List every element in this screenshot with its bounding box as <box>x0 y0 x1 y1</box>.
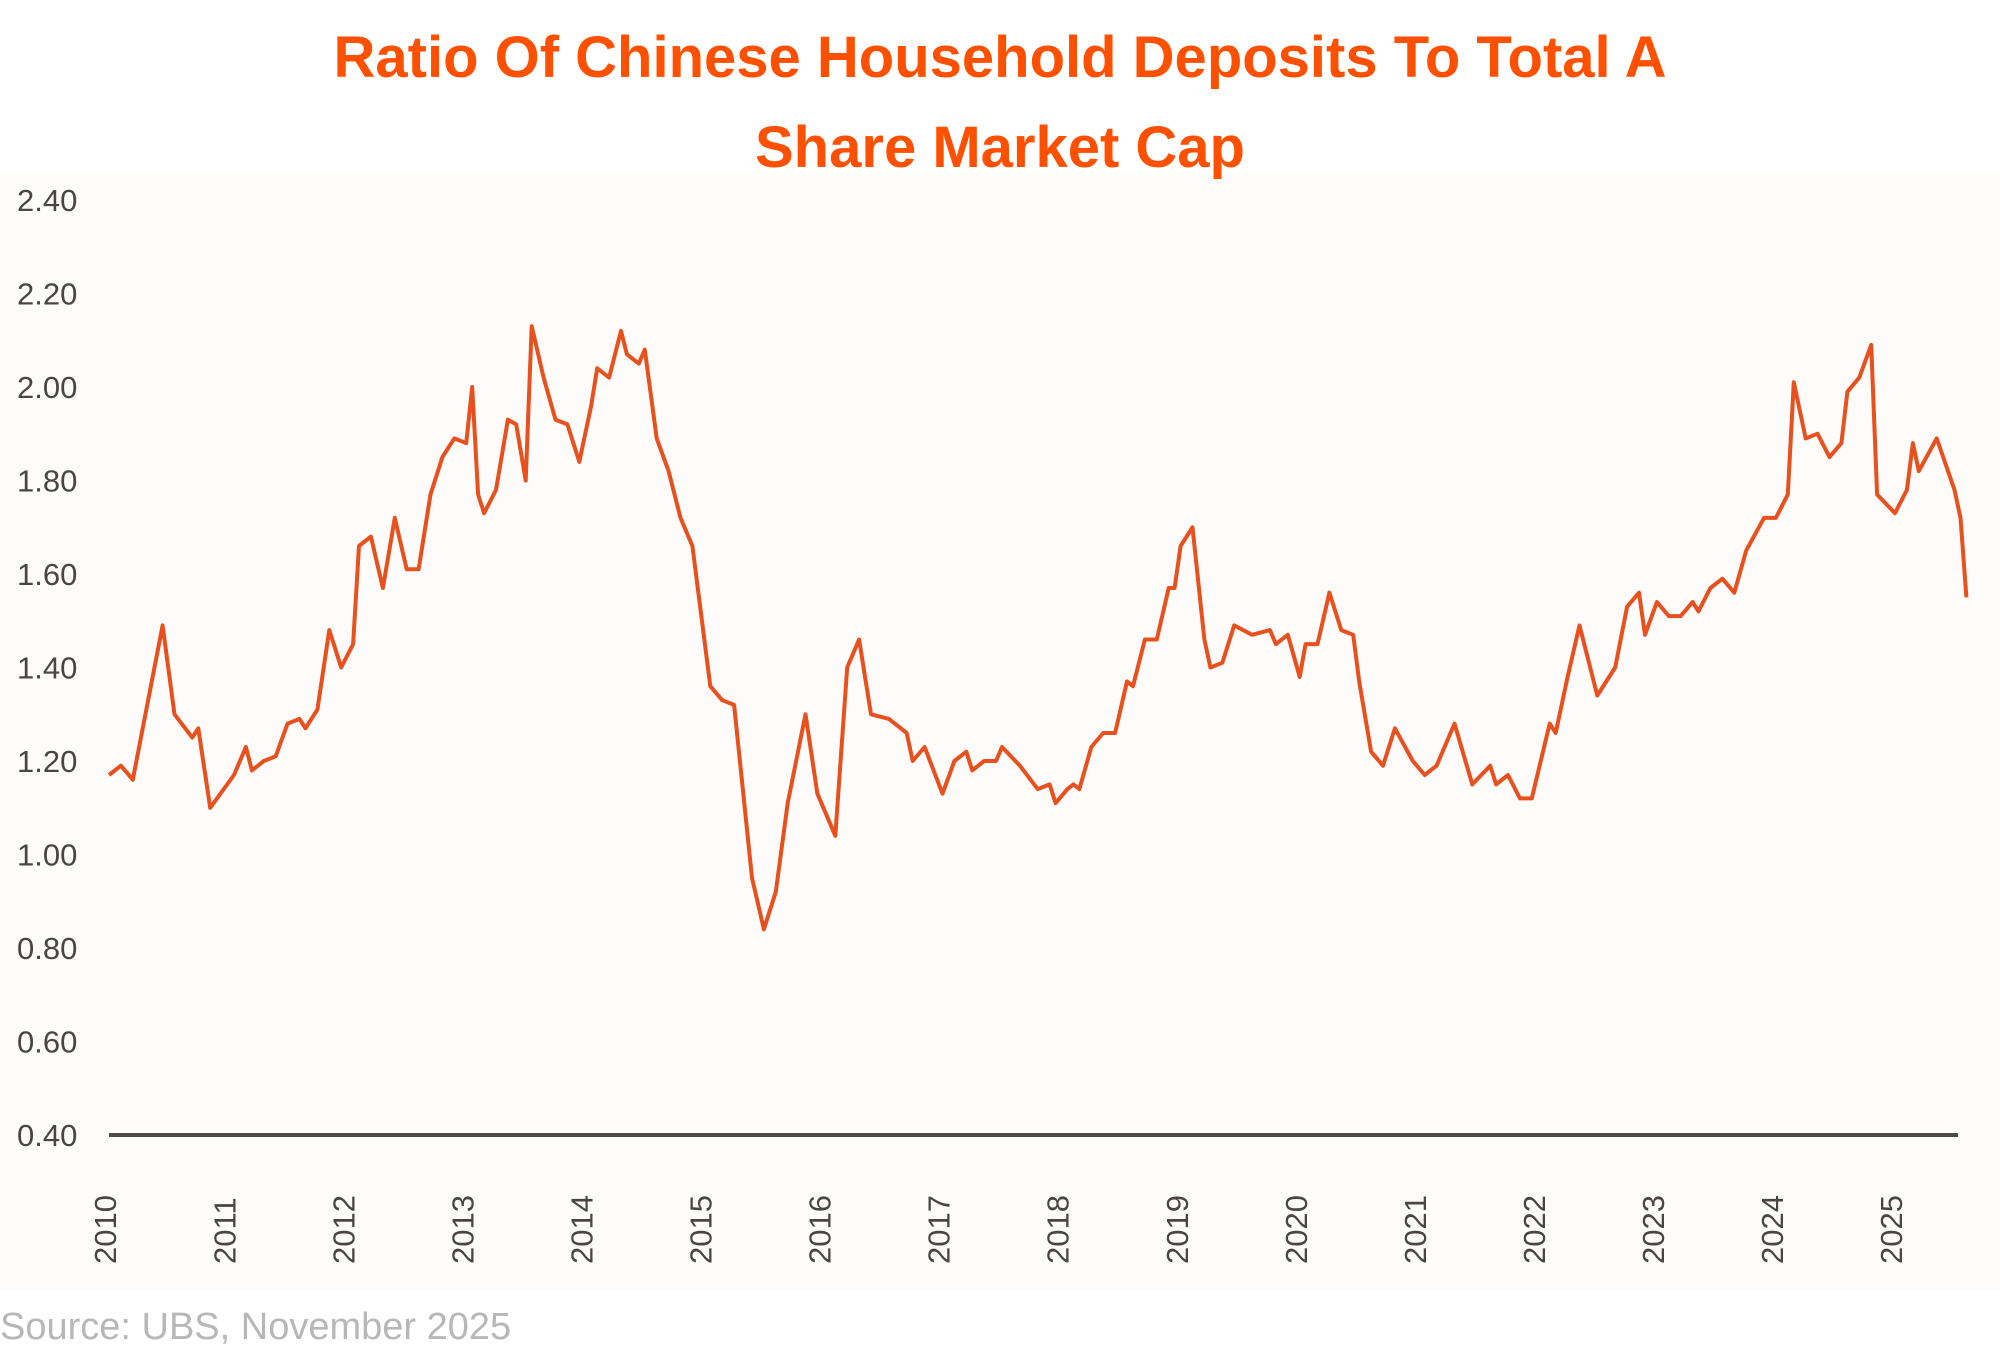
series-line-ratio <box>107 324 1969 932</box>
x-tick-label: 2019 <box>1160 1195 1195 1264</box>
x-tick-label: 2011 <box>207 1197 242 1264</box>
x-tick-label: 2022 <box>1517 1195 1552 1264</box>
x-tick-label: 2014 <box>564 1195 599 1264</box>
source-note: Source: UBS, November 2025 <box>0 1306 512 1348</box>
y-tick-label: 0.80 <box>17 931 77 966</box>
plot-background <box>0 172 2000 1290</box>
y-tick-label: 1.60 <box>17 557 77 592</box>
y-tick-label: 2.40 <box>17 183 77 218</box>
y-tick-label: 1.00 <box>17 838 77 873</box>
chart-title-line-2: Share Market Cap <box>755 115 1245 180</box>
x-tick-label: 2017 <box>922 1195 957 1264</box>
x-tick-label: 2024 <box>1755 1195 1790 1264</box>
x-tick-label: 2010 <box>88 1195 123 1264</box>
y-tick-label: 1.20 <box>17 744 77 779</box>
x-tick-label: 2012 <box>326 1195 361 1264</box>
x-tick-label: 2015 <box>684 1195 719 1264</box>
y-tick-label: 1.40 <box>17 651 77 686</box>
y-tick-label: 0.40 <box>17 1118 77 1153</box>
y-tick-label: 2.00 <box>17 370 77 405</box>
x-tick-label: 2020 <box>1279 1195 1314 1264</box>
y-tick-label: 1.80 <box>17 464 77 499</box>
x-tick-label: 2025 <box>1874 1195 1909 1264</box>
x-tick-label: 2016 <box>803 1195 838 1264</box>
x-tick-label: 2021 <box>1398 1195 1433 1264</box>
y-tick-label: 2.20 <box>17 277 77 312</box>
chart-title-line-1: Ratio Of Chinese Household Deposits To T… <box>333 25 1667 90</box>
x-tick-label: 2013 <box>445 1195 480 1264</box>
x-tick-label: 2018 <box>1041 1195 1076 1264</box>
y-tick-label: 0.60 <box>17 1025 77 1060</box>
x-tick-label: 2023 <box>1636 1195 1671 1264</box>
